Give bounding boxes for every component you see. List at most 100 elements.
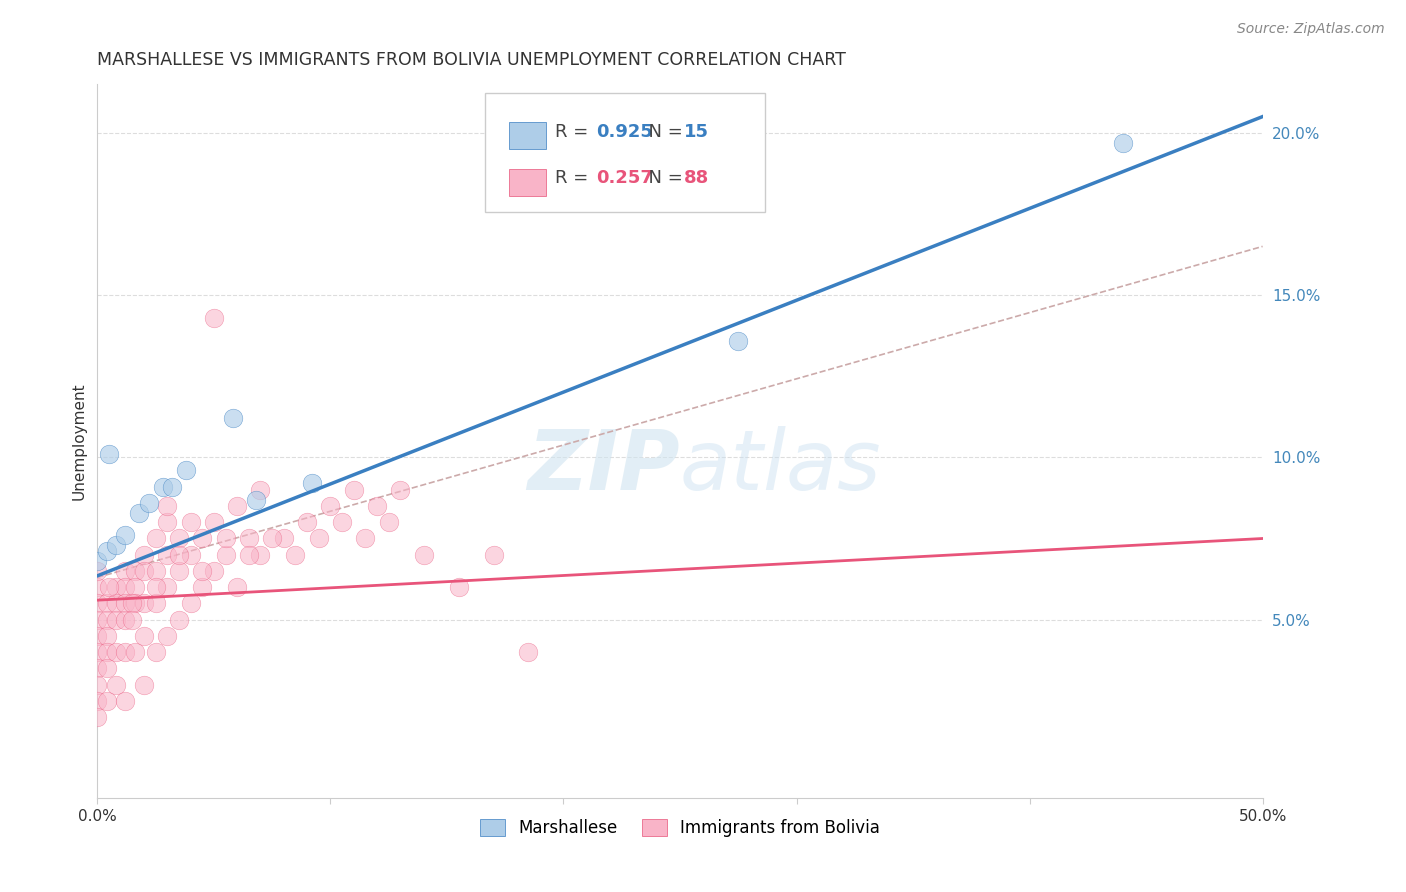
Point	[86, 564, 108, 578]
Point	[482, 548, 505, 562]
Point	[145, 580, 167, 594]
Point	[377, 516, 399, 530]
Point	[86, 613, 108, 627]
Point	[308, 532, 330, 546]
Point	[343, 483, 366, 497]
Point	[180, 596, 202, 610]
Point	[96, 613, 118, 627]
Point	[156, 548, 179, 562]
Point	[160, 479, 183, 493]
Point	[86, 645, 108, 659]
Point	[86, 677, 108, 691]
Point	[132, 548, 155, 562]
Point	[96, 629, 118, 643]
Point	[96, 694, 118, 708]
Point	[114, 596, 136, 610]
Point	[202, 310, 225, 325]
Point	[167, 532, 190, 546]
Point	[105, 580, 128, 594]
Point	[354, 532, 377, 546]
Point	[121, 613, 143, 627]
Bar	[509, 169, 546, 196]
Point	[96, 645, 118, 659]
Point	[124, 645, 146, 659]
Text: atlas: atlas	[681, 425, 882, 507]
Text: N =: N =	[637, 169, 689, 187]
Point	[180, 548, 202, 562]
Point	[86, 554, 108, 568]
Point	[145, 532, 167, 546]
Point	[145, 596, 167, 610]
Point	[191, 564, 214, 578]
Point	[105, 538, 128, 552]
Text: 0.257: 0.257	[596, 169, 652, 187]
Point	[226, 580, 249, 594]
Point	[517, 645, 540, 659]
Point	[295, 516, 318, 530]
Point	[202, 516, 225, 530]
Point	[727, 334, 749, 348]
Text: MARSHALLESE VS IMMIGRANTS FROM BOLIVIA UNEMPLOYMENT CORRELATION CHART: MARSHALLESE VS IMMIGRANTS FROM BOLIVIA U…	[97, 51, 846, 69]
Text: 88: 88	[683, 169, 709, 187]
Point	[86, 580, 108, 594]
Point	[96, 544, 118, 558]
Point	[214, 532, 236, 546]
Point	[167, 548, 190, 562]
Point	[156, 629, 179, 643]
Point	[124, 564, 146, 578]
Point	[238, 548, 260, 562]
Point	[301, 476, 323, 491]
Point	[145, 645, 167, 659]
Point	[319, 499, 342, 513]
Point	[121, 596, 143, 610]
Point	[124, 596, 146, 610]
Point	[180, 516, 202, 530]
Point	[284, 548, 307, 562]
Text: R =: R =	[555, 122, 595, 141]
Point	[245, 492, 267, 507]
Bar	[509, 122, 546, 150]
Point	[330, 516, 353, 530]
Point	[96, 661, 118, 675]
Legend: Marshallese, Immigrants from Bolivia: Marshallese, Immigrants from Bolivia	[472, 812, 887, 843]
Point	[191, 580, 214, 594]
Point	[86, 629, 108, 643]
Point	[132, 596, 155, 610]
Point	[96, 596, 118, 610]
Point	[152, 479, 174, 493]
Point	[156, 499, 179, 513]
Text: Source: ZipAtlas.com: Source: ZipAtlas.com	[1237, 22, 1385, 37]
Point	[167, 564, 190, 578]
Point	[145, 564, 167, 578]
Point	[156, 516, 179, 530]
Point	[98, 447, 121, 461]
Point	[132, 629, 155, 643]
Point	[132, 564, 155, 578]
Point	[86, 710, 108, 724]
Point	[389, 483, 412, 497]
Point	[86, 596, 108, 610]
Point	[128, 506, 150, 520]
Y-axis label: Unemployment: Unemployment	[72, 383, 86, 500]
Point	[138, 496, 160, 510]
Text: 0.925: 0.925	[596, 122, 652, 141]
Point	[105, 677, 128, 691]
Point	[114, 645, 136, 659]
Point	[191, 532, 214, 546]
Point	[214, 548, 236, 562]
Point	[114, 613, 136, 627]
Point	[226, 499, 249, 513]
Point	[114, 564, 136, 578]
Point	[105, 596, 128, 610]
Text: N =: N =	[637, 122, 689, 141]
Point	[86, 661, 108, 675]
Point	[174, 463, 197, 477]
Point	[114, 694, 136, 708]
Point	[132, 677, 155, 691]
Text: 15: 15	[683, 122, 709, 141]
Point	[124, 580, 146, 594]
Point	[98, 580, 121, 594]
Point	[447, 580, 470, 594]
Point	[366, 499, 388, 513]
Point	[114, 580, 136, 594]
